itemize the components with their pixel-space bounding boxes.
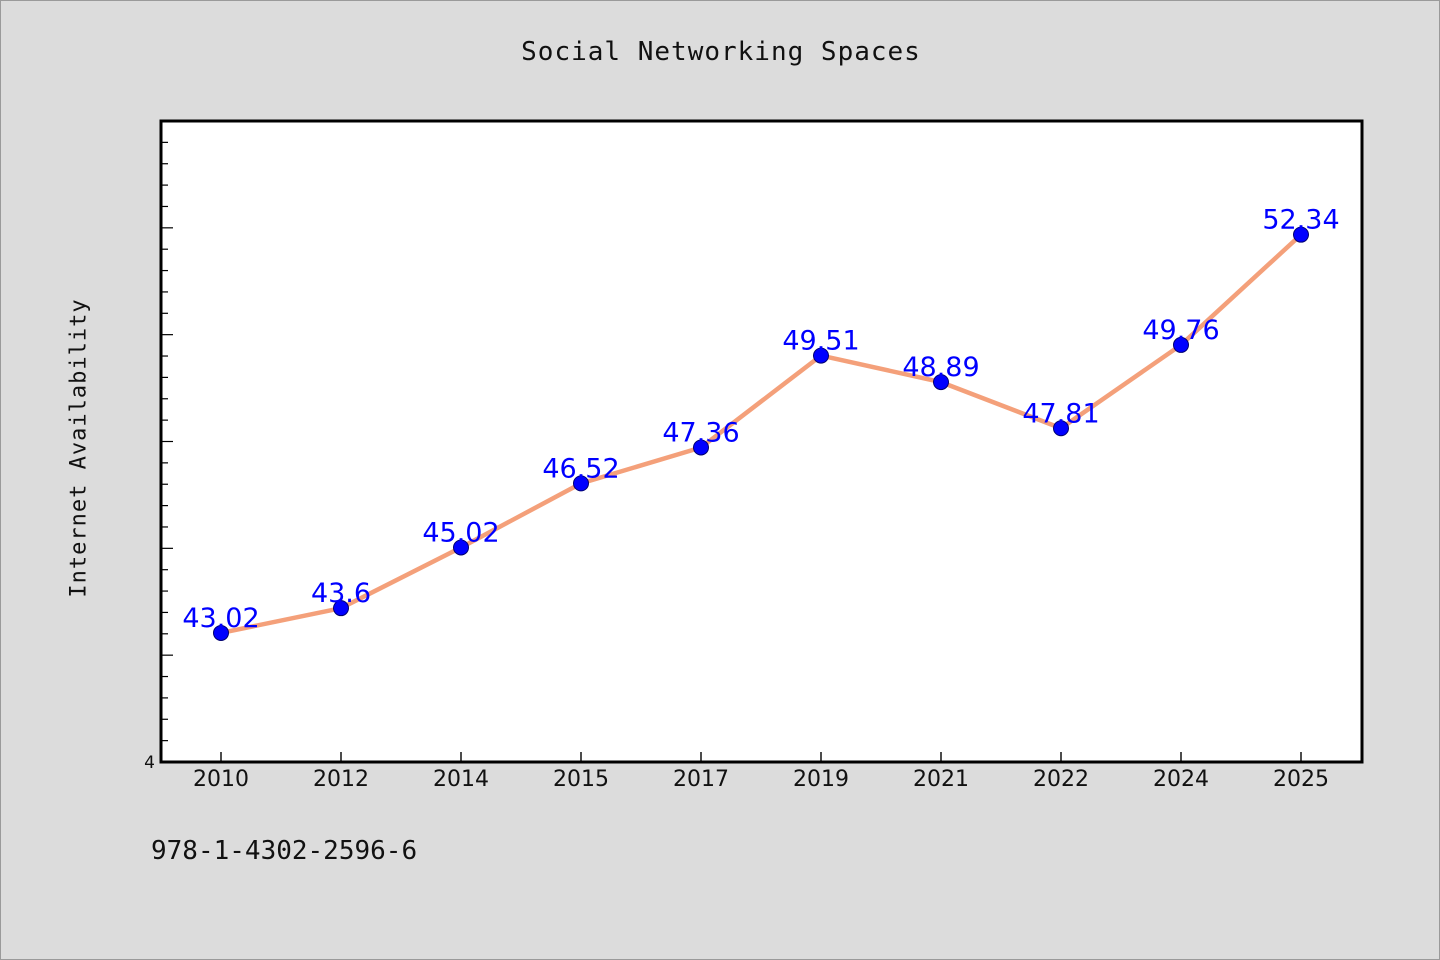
x-tick-label: 2024 [1153, 767, 1209, 792]
data-label: 49.51 [782, 326, 859, 357]
x-tick-label: 2010 [193, 767, 249, 792]
series-line-group [218, 232, 1304, 636]
x-tick-label: 2021 [913, 767, 969, 792]
data-label: 49.76 [1142, 315, 1219, 346]
data-label: 45.02 [422, 517, 499, 548]
data-point [1053, 420, 1069, 437]
data-point [813, 347, 829, 364]
data-markers [213, 226, 1309, 641]
data-point [213, 624, 229, 641]
x-tick-label: 2019 [793, 767, 849, 792]
data-label: 43.02 [182, 603, 259, 634]
series-line [218, 232, 1304, 636]
x-tick-label: 2012 [313, 767, 369, 792]
data-point [693, 439, 709, 456]
y-tick-label: 4 [144, 753, 155, 773]
data-label: 48.89 [902, 352, 979, 383]
isbn-text: 978-1-4302-2596-6 [151, 836, 418, 866]
data-label: 46.52 [542, 453, 619, 484]
data-point [573, 475, 589, 492]
data-point [933, 374, 949, 391]
plot-area [159, 119, 1364, 764]
x-tick-label: 2014 [433, 767, 489, 792]
x-axis-ticks: 2010 2012 2014 2015 2017 2019 2021 2022 2024 2025 [193, 752, 1329, 792]
data-point [333, 600, 349, 617]
data-label: 47.81 [1022, 398, 1099, 429]
x-tick-label: 2015 [553, 767, 609, 792]
data-label: 43.6 [311, 578, 371, 609]
chart-title: Social Networking Spaces [521, 37, 921, 67]
data-point [1293, 226, 1309, 243]
data-point [1173, 336, 1189, 353]
y-axis-ticks: 4 [144, 141, 173, 773]
x-tick-label: 2017 [673, 767, 729, 792]
data-labels: 43.02 43.6 45.02 46.52 47.36 49.51 48.89 47.81 4… [182, 205, 1339, 634]
x-tick-label: 2025 [1273, 767, 1329, 792]
x-tick-label: 2022 [1033, 767, 1089, 792]
data-label: 47.36 [662, 417, 739, 448]
data-label: 52.34 [1262, 205, 1339, 236]
data-point [453, 539, 469, 556]
